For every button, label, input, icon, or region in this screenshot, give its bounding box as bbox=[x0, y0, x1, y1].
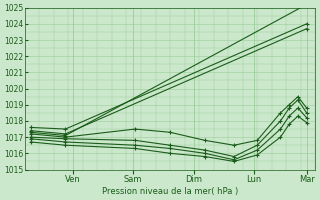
X-axis label: Pression niveau de la mer( hPa ): Pression niveau de la mer( hPa ) bbox=[102, 187, 238, 196]
